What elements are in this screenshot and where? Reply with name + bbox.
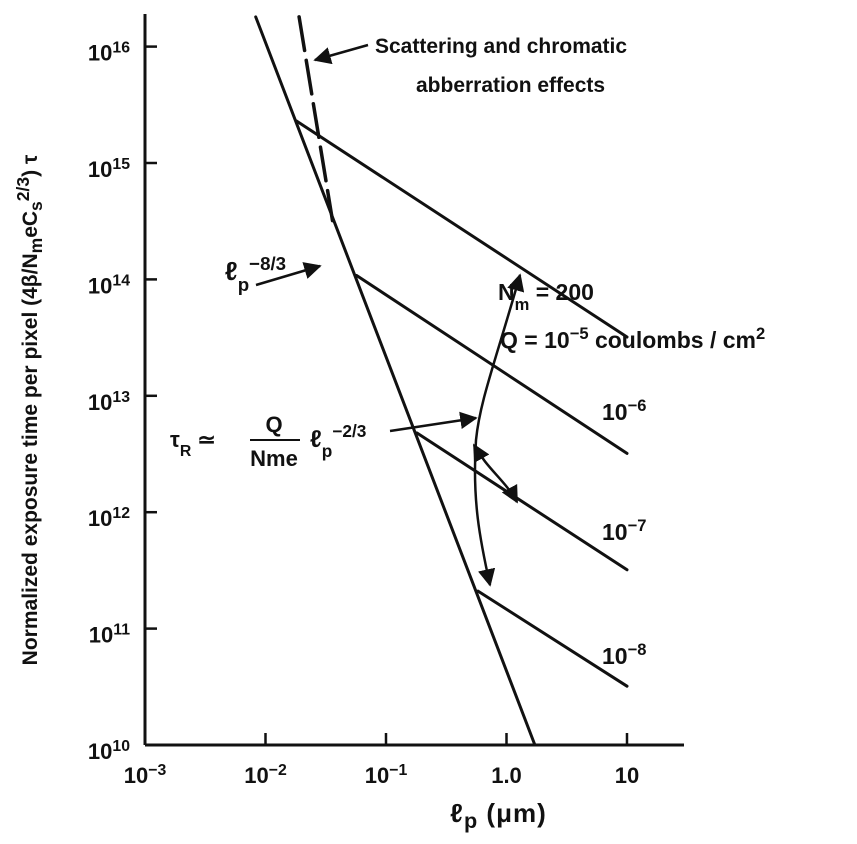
- y-tick-label: 1016: [88, 39, 130, 66]
- series-line-0: [254, 15, 537, 747]
- x-axis-label: ℓp (μm): [450, 798, 547, 834]
- annotation-tau-r-rhs: ℓp−2/3: [310, 421, 366, 461]
- x-tick-label: 10−2: [244, 762, 287, 789]
- x-tick-label: 10−3: [124, 762, 167, 789]
- label-1e-8: 10−8: [602, 640, 646, 670]
- label-1e-7: 10−7: [602, 516, 646, 546]
- series-line-4: [415, 431, 629, 572]
- label-1e-6: 10−6: [602, 396, 646, 426]
- annotation-q: Q = 10−5 coulombs / cm2: [500, 324, 765, 354]
- y-tick-label: 1011: [89, 621, 130, 648]
- series-line-5: [476, 589, 629, 688]
- annotation-tau-r-denominator: Nme: [250, 446, 298, 471]
- series-group: [254, 15, 629, 747]
- y-tick-label: 1015: [88, 156, 130, 183]
- annotation-scattering-line2: abberration effects: [416, 74, 605, 97]
- x-tick-label: 10−1: [365, 762, 408, 789]
- arrow-tau-r: [389, 411, 478, 433]
- x-tick-label: 1.0: [491, 763, 522, 788]
- annotation-scattering-line1: Scattering and chromatic: [375, 35, 627, 58]
- series-line-2: [294, 119, 629, 339]
- tick-group: 10−3 10−2 10−1 1.0 1010101011101210131014101…: [88, 39, 639, 788]
- arrow-scattering: [313, 43, 369, 65]
- y-tick-label: 1010: [88, 738, 130, 765]
- annotation-slope-steep: ℓp−8/3: [225, 253, 286, 295]
- annotation-tau-r-numerator: Q: [265, 412, 282, 437]
- series-line-dashed-limit: [297, 15, 335, 223]
- x-tick-label: 10: [615, 763, 639, 788]
- annotation-nm: Nm = 200: [498, 279, 594, 314]
- arrow-curved-q-short: [472, 443, 519, 504]
- y-tick-label: 1012: [88, 505, 130, 532]
- arrow-curved-q-long: [473, 273, 525, 587]
- y-tick-label: 1014: [88, 272, 130, 299]
- annotation-tau-r-lhs: τR ≃: [170, 427, 216, 460]
- arrow-slope-steep: [255, 262, 322, 287]
- annotation-group: Scattering and chromatic abberration effe…: [170, 35, 765, 669]
- y-tick-label: 1013: [88, 388, 130, 415]
